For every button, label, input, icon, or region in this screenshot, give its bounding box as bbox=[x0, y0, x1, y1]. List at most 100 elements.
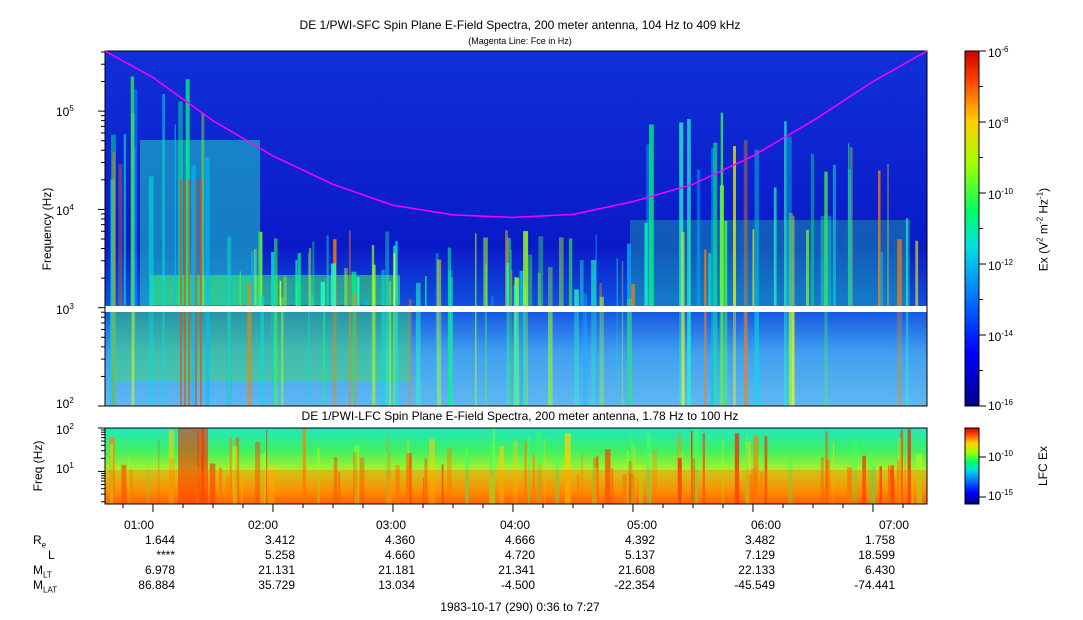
spectral-streak bbox=[353, 293, 357, 306]
spectral-streak bbox=[679, 122, 684, 306]
spectral-streak bbox=[713, 312, 718, 406]
ephemeris-cell: -74.441 bbox=[854, 578, 895, 592]
spectral-streak bbox=[696, 169, 701, 306]
spectral-streak bbox=[247, 282, 252, 306]
spectral-streak bbox=[491, 296, 494, 306]
lfc-streak bbox=[109, 443, 113, 504]
spectral-streak bbox=[548, 267, 553, 306]
lfc-streak bbox=[429, 439, 435, 504]
lfc-streak bbox=[916, 453, 923, 504]
spectral-streak bbox=[364, 298, 369, 306]
spectral-streak bbox=[348, 312, 351, 406]
lfc-streak bbox=[888, 462, 892, 504]
lfc-streak bbox=[499, 446, 505, 504]
xtick-0500: 05:00 bbox=[627, 518, 658, 532]
spectral-streak bbox=[627, 312, 631, 406]
spectral-streak bbox=[485, 312, 487, 406]
spectral-streak bbox=[574, 312, 579, 406]
spectral-streak bbox=[784, 312, 787, 406]
spectral-streak bbox=[568, 238, 573, 306]
bottom-panel-title: DE 1/PWI-LFC Spin Plane E-Field Spectra,… bbox=[301, 409, 739, 423]
spectral-streak bbox=[792, 312, 795, 406]
lfc-streak bbox=[225, 476, 230, 504]
lfc-streak bbox=[338, 471, 341, 504]
lfc-streak bbox=[255, 442, 261, 504]
spectral-streak bbox=[720, 312, 724, 406]
lfc-streak bbox=[263, 452, 266, 504]
lfc-streak bbox=[406, 453, 412, 504]
spectral-streak bbox=[507, 238, 511, 306]
lfc-streak bbox=[146, 469, 150, 504]
lfc-streak bbox=[652, 449, 658, 504]
top-ytick-1e2: 102 bbox=[56, 396, 74, 411]
spectral-streak bbox=[226, 312, 232, 406]
top-panel-title: DE 1/PWI-SFC Spin Plane E-Field Spectra,… bbox=[299, 18, 741, 32]
spectral-streak bbox=[447, 247, 451, 306]
spectral-streak bbox=[320, 281, 325, 306]
spectral-streak bbox=[112, 312, 116, 406]
ephemeris-row-label: L bbox=[48, 548, 55, 562]
spectral-streak bbox=[513, 285, 518, 306]
spectral-streak bbox=[348, 230, 351, 306]
cbar-tick-1e-12: 10-12 bbox=[988, 258, 1013, 273]
lfc-streak bbox=[492, 428, 496, 504]
spectral-streak bbox=[848, 143, 850, 306]
lfc-streak bbox=[759, 472, 764, 504]
spectral-streak bbox=[239, 271, 241, 306]
ephemeris-cell: 3.412 bbox=[264, 533, 295, 547]
spectral-streak bbox=[599, 312, 604, 406]
lfc-streak bbox=[592, 466, 595, 504]
spectral-streak bbox=[205, 157, 210, 306]
spectral-streak bbox=[792, 215, 795, 306]
spectral-streak bbox=[408, 312, 412, 406]
spectral-streak bbox=[449, 312, 453, 406]
lfc-streak bbox=[266, 429, 268, 504]
lfc-streak bbox=[868, 450, 874, 504]
lfc-streak bbox=[862, 455, 866, 504]
lfc-streak bbox=[626, 450, 629, 504]
spectral-streak bbox=[283, 276, 287, 306]
spectral-streak bbox=[110, 179, 115, 306]
lfc-streak bbox=[825, 459, 830, 504]
spectral-streak bbox=[820, 215, 825, 306]
ephemeris-cell: 6.978 bbox=[144, 563, 175, 577]
lfc-streak bbox=[753, 435, 759, 504]
spectral-streak bbox=[595, 312, 597, 406]
spectral-streak bbox=[483, 237, 488, 306]
spectral-streak bbox=[311, 294, 314, 306]
spectral-streak bbox=[256, 299, 260, 306]
bottom-cbar-tick-1e-15: 10-15 bbox=[988, 488, 1013, 503]
spectral-streak bbox=[784, 121, 787, 306]
spectral-streak bbox=[408, 299, 412, 306]
lfc-streak bbox=[387, 476, 393, 504]
spectral-streak bbox=[627, 312, 632, 406]
spectral-streak bbox=[806, 229, 809, 306]
spectral-streak bbox=[880, 251, 884, 306]
spectral-streak bbox=[752, 229, 755, 306]
ephemeris-row-label: MLAT bbox=[33, 578, 58, 595]
spectral-streak bbox=[415, 312, 421, 406]
spectral-streak bbox=[621, 312, 624, 406]
intense-streak bbox=[200, 180, 202, 406]
ephemeris-cell: -45.549 bbox=[734, 578, 775, 592]
spectral-streak bbox=[389, 281, 392, 306]
spectral-streak bbox=[580, 260, 584, 306]
top-colorbar bbox=[964, 50, 980, 407]
bottom-colorbar-label: LFC Ex bbox=[1036, 446, 1050, 487]
lfc-streak bbox=[897, 460, 900, 504]
spectral-streak bbox=[511, 269, 513, 306]
spectral-streak bbox=[351, 312, 357, 406]
spectral-streak bbox=[123, 133, 126, 306]
ephemeris-cell: 4.360 bbox=[384, 533, 415, 547]
ephemeris-cell: 21.131 bbox=[258, 563, 295, 577]
spectral-streak bbox=[582, 312, 588, 406]
ephemeris-cell: 35.729 bbox=[258, 578, 295, 592]
xtick-0700: 07:00 bbox=[879, 518, 910, 532]
cbar-tick-1e-10: 10-10 bbox=[988, 187, 1013, 202]
spectral-streak bbox=[247, 312, 252, 406]
ephemeris-cell: 21.608 bbox=[618, 563, 655, 577]
spectral-streak bbox=[227, 237, 231, 306]
spectral-streak bbox=[559, 237, 564, 306]
lfc-streak bbox=[879, 466, 882, 504]
